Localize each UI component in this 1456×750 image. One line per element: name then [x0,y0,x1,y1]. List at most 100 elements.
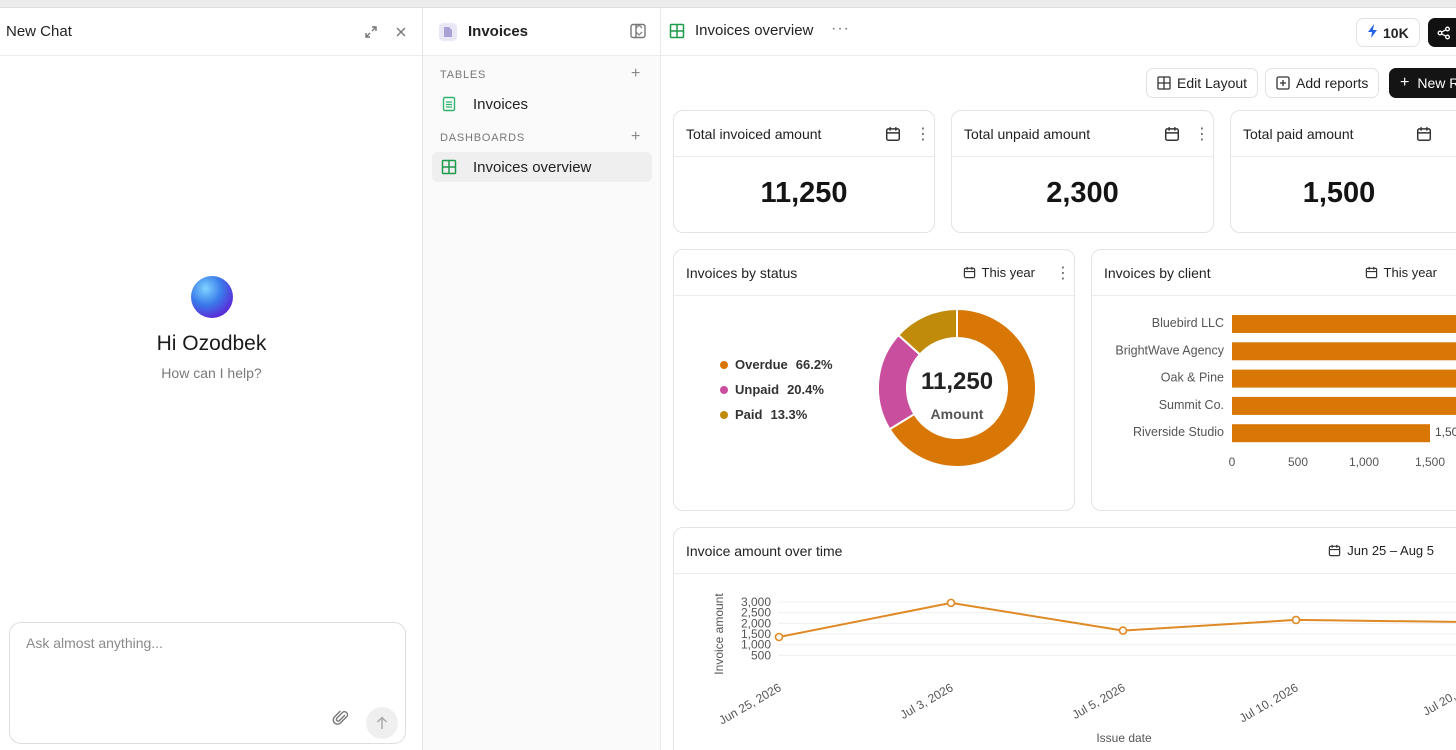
kebab-menu-icon[interactable]: ⋮ [1194,125,1210,143]
donut-center-label: Amount [931,406,984,422]
layout-icon [1157,76,1171,90]
bar[interactable] [1232,369,1456,388]
date-range-button[interactable]: Jun 25 – Aug 5 [1328,543,1434,558]
chat-header: New Chat [0,8,422,56]
tab-invoices-overview[interactable]: Invoices overview [669,22,813,39]
donut-slice-paid[interactable] [896,307,958,356]
grid-icon [669,23,685,38]
workspace-switcher[interactable]: Invoices [423,8,660,56]
x-tick-label: Jun 25, 2026 [716,680,783,727]
legend-item-unpaid: Unpaid 20.4% [720,377,833,402]
lightning-icon [1367,24,1378,41]
dashboards-section-label: DASHBOARDS [440,132,526,144]
greeting-subtitle: How can I help? [161,365,262,381]
invoice-amount-over-time-card: Invoice amount over time Jun 25 – Aug 5 … [673,527,1456,750]
grid-icon [441,159,457,175]
data-point[interactable] [774,632,784,642]
data-point[interactable] [946,598,956,608]
bar[interactable] [1232,424,1430,443]
data-point[interactable] [1118,626,1128,635]
credits-badge[interactable]: 10K [1356,18,1420,47]
client-bar-chart: Bluebird LLC3,20BrightWave Agency2,400Oa… [1115,315,1456,469]
calendar-icon [963,266,975,279]
legend-item-paid: Paid 13.3% [720,402,833,427]
edit-layout-button[interactable]: Edit Layout [1146,68,1259,98]
x-axis-label: Issue date [1096,731,1152,745]
date-range-label: This year [981,265,1035,280]
workspace-logo-icon [439,22,457,41]
kpi-title: Total invoiced amount [686,125,822,142]
tab-label: Invoices overview [695,22,814,39]
chat-title: New Chat [6,23,72,40]
legend-item-overdue: Overdue 66.2% [720,352,833,377]
legend-swatch [720,410,728,419]
expand-icon[interactable] [356,17,386,47]
sidebar-toggle-icon[interactable] [629,22,647,40]
dashboard-topbar: Invoices overview ··· 10K [630,8,1456,56]
greeting: Hi Ozodbek [156,332,267,355]
x-tick-label: 1,500 [1415,455,1445,469]
new-report-label: New R [1417,75,1456,91]
table-icon [442,96,456,112]
x-tick-label: 1,000 [1349,455,1379,469]
share-icon [1437,26,1450,39]
legend-pct: 20.4% [787,382,824,397]
dashboard-canvas: Edit Layout Add reports + New R Total in… [661,56,1456,750]
sidebar-item-invoices-table[interactable]: Invoices [432,89,652,119]
donut-slice-overdue[interactable] [888,307,1037,468]
kpi-value: 1,500 [1302,177,1376,209]
bar-category-label: Bluebird LLC [1152,316,1224,330]
date-range-button[interactable]: This year [963,265,1035,280]
add-square-icon [1276,76,1290,90]
bar-category-label: BrightWave Agency [1115,343,1224,357]
kpi-card-total-paid: Total paid amount 1,500 [1230,110,1456,233]
x-tick-label: Jul 3, 2026 [898,680,956,722]
tables-section-label: TABLES [440,69,487,81]
kebab-menu-icon[interactable]: ⋮ [1055,264,1071,282]
y-tick-label: 1,000 [741,638,771,652]
paperclip-icon[interactable] [332,709,354,731]
add-table-button[interactable]: + [631,65,641,82]
bar[interactable] [1232,315,1456,333]
new-report-button[interactable]: + New R [1389,68,1456,98]
status-legend: Overdue 66.2% Unpaid 20.4% Paid 13.3% [720,352,833,427]
legend-label: Overdue [735,357,788,372]
kpi-card-total-invoiced: Total invoiced amount ⋮ 11,250 [673,110,935,233]
bar-category-label: Oak & Pine [1161,371,1224,385]
legend-swatch [720,385,728,394]
plus-icon: + [1400,74,1410,91]
card-title: Invoices by client [1104,264,1211,281]
kebab-menu-icon[interactable]: ⋮ [915,125,931,143]
arrow-up-icon [376,716,388,729]
send-button[interactable] [366,707,398,739]
more-options-icon[interactable]: ··· [831,20,850,37]
add-reports-button[interactable]: Add reports [1265,68,1380,98]
kpi-value: 2,300 [1046,177,1119,209]
bar[interactable] [1232,342,1456,361]
calendar-icon[interactable] [1164,126,1180,142]
card-title: Invoices by status [686,264,798,281]
chat-panel: New Chat Hi Ozodbek How can I help? [0,8,423,750]
kpi-title: Total unpaid amount [964,125,1091,142]
add-reports-label: Add reports [1296,75,1369,91]
legend-swatch [720,360,728,369]
close-icon[interactable] [386,17,416,47]
sidebar-item-invoices-overview[interactable]: Invoices overview [432,152,652,182]
add-dashboard-button[interactable]: + [631,128,641,145]
date-range-button[interactable]: This year [1365,265,1437,280]
calendar-icon[interactable] [1416,126,1432,142]
chat-welcome: Hi Ozodbek How can I help? [0,276,423,381]
kpi-card-total-unpaid: Total unpaid amount ⋮ 2,300 [951,110,1214,233]
share-button[interactable] [1428,18,1456,47]
chat-input[interactable] [26,635,386,651]
assistant-orb-icon [190,276,233,318]
bar[interactable] [1232,396,1456,415]
calendar-icon[interactable] [885,126,901,142]
kpi-value: 11,250 [760,177,848,209]
y-axis-label: Invoice amount [712,593,726,675]
invoices-by-status-card: Invoices by status This year ⋮ Overdue 66… [673,249,1075,511]
bar-value-label: 1,500 [1435,425,1456,439]
data-point[interactable] [1291,615,1301,625]
sidebar-item-label: Invoices overview [473,158,592,176]
